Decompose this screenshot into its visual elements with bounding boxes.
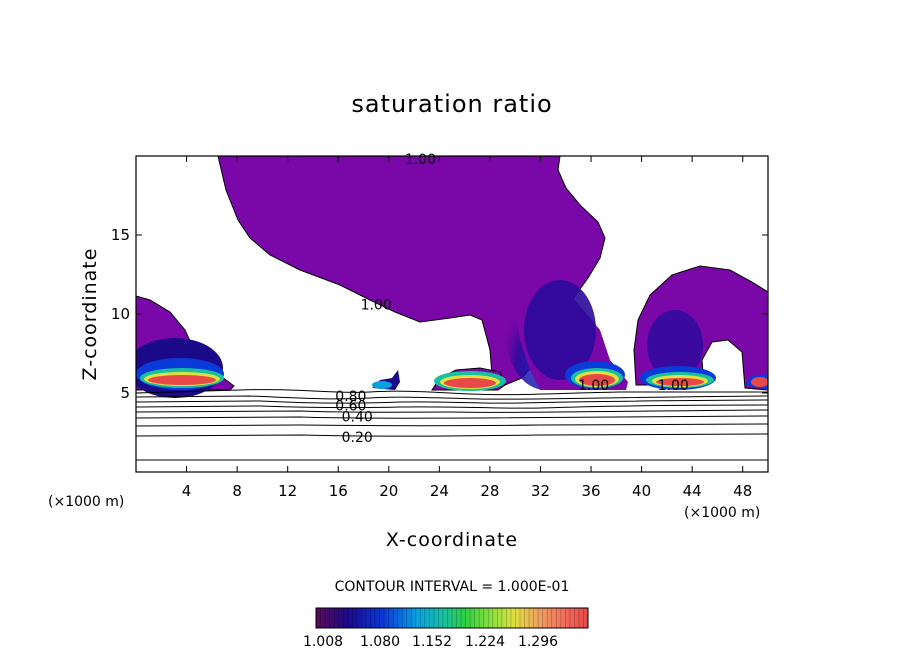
y-axis-ticks: 5 10 15 [111, 226, 768, 402]
x-unit-label-right: (×1000 m) [684, 505, 760, 521]
x-tick-label: 28 [480, 482, 499, 500]
colorbar-segments [320, 608, 584, 628]
x-tick-label: 32 [531, 482, 550, 500]
x-tick-label: 36 [581, 482, 600, 500]
x-tick-label: 48 [733, 482, 752, 500]
contour-labels: 1.00 1.00 1.00 1.00 0.800.600.40 0.20 [335, 152, 688, 446]
colorbar-tick-label: 1.080 [360, 634, 400, 650]
contour-label: 1.00 [658, 378, 689, 394]
x-tick-label: 20 [379, 482, 398, 500]
chart-title: saturation ratio [351, 90, 552, 118]
colorbar-tick-label: 1.008 [303, 634, 343, 650]
contour-label: 0.60 [335, 399, 366, 415]
colorbar-tick-label: 1.152 [412, 634, 452, 650]
colorbar-tick-label: 1.224 [465, 634, 505, 650]
y-tick-label: 15 [111, 226, 130, 244]
contour-label: 0.80 [335, 389, 366, 405]
contour-interval-label: CONTOUR INTERVAL = 1.000E-01 [335, 579, 570, 595]
contour-label: 1.00 [578, 378, 609, 394]
contour-label: 1.00 [405, 152, 436, 168]
contour-label: 0.40 [342, 410, 373, 426]
x-axis-label: X-coordinate [386, 529, 518, 551]
x-tick-label: 24 [430, 482, 449, 500]
contour-label: 0.20 [342, 430, 373, 446]
filled-contours [136, 156, 768, 398]
colorbar [315, 607, 589, 629]
contour-label: 1.00 [361, 298, 392, 314]
contour-lines [136, 389, 768, 461]
x-tick-label: 12 [278, 482, 297, 500]
x-tick-label: 16 [329, 482, 348, 500]
y-axis-label: Z-coordinate [79, 248, 101, 381]
y-tick-label: 10 [111, 305, 130, 323]
x-tick-label: 44 [683, 482, 702, 500]
x-tick-label: 40 [632, 482, 651, 500]
colorbar-ticks: 1.008 1.080 1.152 1.224 1.296 [303, 634, 558, 650]
x-tick-label: 4 [182, 482, 192, 500]
colorbar-tick-label: 1.296 [518, 634, 558, 650]
x-unit-label-left: (×1000 m) [48, 494, 124, 510]
x-tick-label: 8 [232, 482, 242, 500]
y-tick-label: 5 [120, 384, 130, 402]
x-axis-ticks: 4 8 12 16 20 24 28 32 36 40 44 48 [182, 156, 752, 500]
